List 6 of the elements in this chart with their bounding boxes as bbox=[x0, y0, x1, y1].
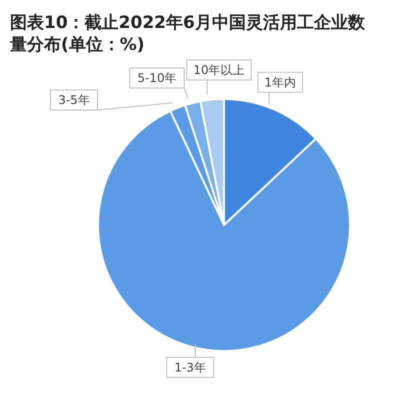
slice-label: 1-3年 bbox=[174, 360, 206, 374]
slice-label: 3-5年 bbox=[58, 93, 90, 107]
slice-label: 1年内 bbox=[264, 75, 296, 90]
chart-title: 图表10：截止2022年6月中国灵活用工企业数量分布(单位：%) bbox=[10, 12, 366, 56]
slice-label: 10年以上 bbox=[193, 63, 245, 77]
slice-label: 5-10年 bbox=[137, 71, 177, 85]
